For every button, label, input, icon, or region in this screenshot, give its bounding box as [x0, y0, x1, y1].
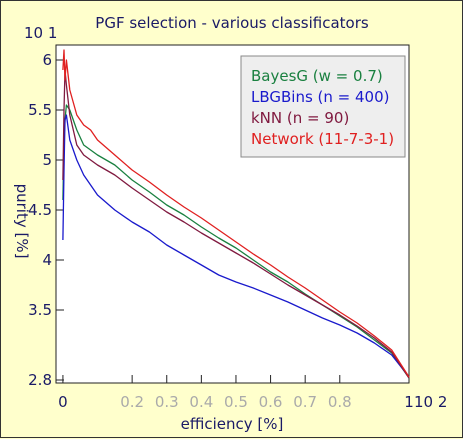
x-tick-label: 0.8	[328, 393, 352, 411]
y-tick-label: 4.5	[28, 201, 52, 219]
legend-entry-4: Network (11-7-3-1)	[251, 130, 394, 148]
x-exponent-label: 10 2	[414, 393, 447, 411]
series-line-2	[62, 114, 410, 378]
x-axis: 0 0.2 0.3 0.4 0.5 0.6 0.7 0.8 1	[58, 375, 414, 411]
x-tick-label: 1	[404, 393, 414, 411]
y-exponent-label: 10 1	[24, 24, 57, 42]
y-tick-label: 5.5	[28, 101, 52, 119]
x-tick-label: 0.4	[189, 393, 213, 411]
series-line-3	[62, 69, 410, 379]
legend-box	[240, 55, 406, 158]
x-tick-label: 0.7	[293, 393, 317, 411]
x-tick-label: 0.5	[224, 393, 248, 411]
y-axis: 2.8 3.5 4 4.5 5 5.5 6	[28, 51, 64, 389]
legend-entry-1: BayesG (w = 0.7)	[251, 67, 383, 85]
legend: BayesG (w = 0.7) LBGBins (n = 400) kNN (n …	[240, 55, 406, 158]
y-tick-label: 5	[42, 151, 52, 169]
x-tick-label: 0.6	[259, 393, 283, 411]
x-tick-label: 0.3	[155, 393, 179, 411]
chart-title: PGF selection - various classificators	[95, 14, 369, 32]
x-axis-label: efficiency [%]	[181, 415, 284, 433]
y-axis-label: purity [%]	[13, 184, 31, 259]
y-tick-label: 4	[42, 251, 52, 269]
y-tick-label: 3.5	[28, 301, 52, 319]
legend-entry-2: LBGBins (n = 400)	[251, 88, 390, 106]
series-line-4	[62, 49, 410, 378]
legend-entry-3: kNN (n = 90)	[251, 109, 349, 127]
y-tick-label: 6	[42, 51, 52, 69]
y-tick-label: 2.8	[28, 371, 52, 389]
x-tick-label: 0	[58, 393, 68, 411]
x-tick-label: 0.2	[120, 393, 144, 411]
series-lines	[62, 49, 410, 379]
